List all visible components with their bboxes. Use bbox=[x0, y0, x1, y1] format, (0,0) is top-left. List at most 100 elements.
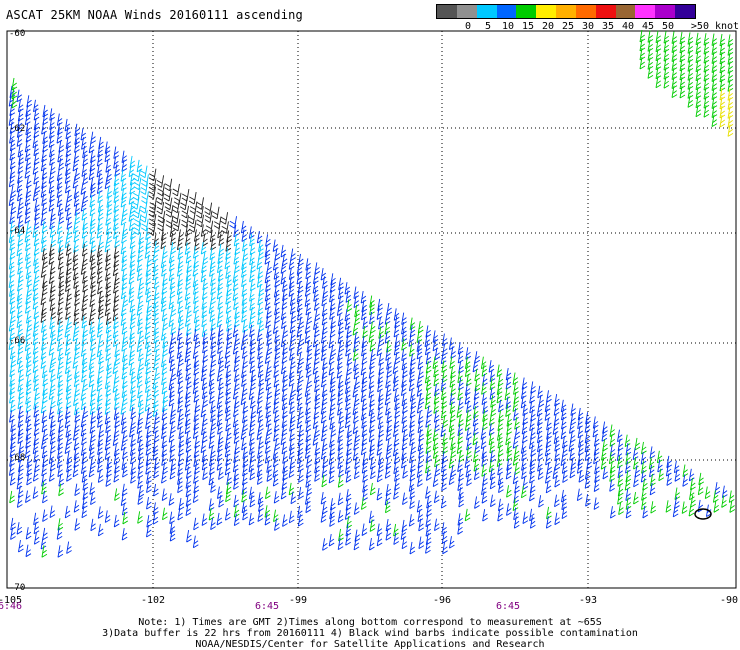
wind-barb bbox=[679, 85, 686, 99]
wind-barb bbox=[264, 451, 271, 464]
wind-barb bbox=[593, 497, 600, 510]
wind-barb bbox=[655, 39, 662, 53]
wind-barb bbox=[682, 464, 689, 477]
wind-barb bbox=[288, 510, 295, 524]
wind-barb bbox=[200, 269, 207, 283]
wind-barb bbox=[729, 500, 736, 513]
wind-barb bbox=[265, 486, 271, 500]
wind-barb bbox=[48, 171, 55, 184]
wind-barb bbox=[140, 182, 148, 195]
wind-barb bbox=[89, 195, 96, 208]
wind-barb bbox=[210, 400, 216, 414]
wind-barb bbox=[304, 284, 311, 297]
wind-barb bbox=[601, 448, 607, 461]
wind-barb bbox=[33, 108, 40, 121]
wind-barb bbox=[225, 489, 231, 503]
wind-barb bbox=[177, 371, 184, 385]
wind-barb bbox=[216, 512, 223, 526]
wind-barb bbox=[506, 503, 512, 516]
wind-barb bbox=[703, 51, 710, 64]
wind-barb bbox=[703, 42, 710, 55]
wind-barb bbox=[232, 278, 239, 292]
wind-barb bbox=[133, 205, 141, 219]
wind-barb bbox=[297, 514, 304, 527]
wind-barb bbox=[89, 203, 96, 217]
wind-barb bbox=[10, 185, 17, 199]
wind-barb bbox=[257, 455, 263, 468]
wind-barb bbox=[305, 358, 312, 371]
wind-barb bbox=[201, 297, 208, 310]
wind-barb bbox=[368, 376, 375, 389]
wind-barb bbox=[719, 60, 726, 74]
wind-barb bbox=[73, 186, 80, 199]
wind-barb bbox=[73, 438, 80, 451]
wind-barb bbox=[66, 253, 72, 267]
wind-barb bbox=[496, 428, 503, 441]
legend-swatch-9 bbox=[615, 5, 636, 18]
wind-barb bbox=[148, 223, 156, 236]
wind-barb bbox=[208, 507, 215, 521]
wind-barb bbox=[353, 411, 359, 424]
wind-barb bbox=[368, 366, 375, 379]
legend-swatch-0 bbox=[437, 5, 457, 18]
wind-barb bbox=[17, 334, 24, 347]
wind-barb bbox=[202, 233, 209, 247]
wind-barb bbox=[481, 491, 488, 504]
wind-barb bbox=[434, 518, 440, 532]
wind-barb bbox=[168, 394, 175, 407]
wind-barb bbox=[145, 290, 152, 303]
wind-barb bbox=[225, 239, 232, 252]
wind-barb bbox=[74, 483, 81, 497]
wind-barb bbox=[57, 348, 64, 361]
wind-barb bbox=[25, 364, 32, 377]
wind-barb bbox=[256, 427, 263, 441]
wind-barb bbox=[376, 487, 383, 501]
wind-barb bbox=[679, 76, 686, 90]
wind-barb bbox=[282, 279, 288, 292]
wind-barb bbox=[537, 385, 544, 399]
wind-barb bbox=[149, 197, 157, 210]
wind-barb bbox=[474, 496, 480, 509]
wind-barb bbox=[49, 108, 55, 121]
wind-barb bbox=[187, 211, 196, 225]
legend-label-0: 0 bbox=[464, 21, 472, 32]
wind-barb bbox=[560, 426, 567, 440]
wind-barb bbox=[441, 468, 448, 482]
wind-barb bbox=[425, 514, 432, 528]
wind-barb bbox=[40, 347, 47, 360]
wind-barb bbox=[711, 33, 718, 46]
wind-barb bbox=[663, 49, 670, 62]
wind-barb bbox=[296, 299, 303, 312]
wind-barb bbox=[672, 504, 679, 518]
wind-barb bbox=[521, 458, 527, 471]
wind-barb bbox=[562, 470, 568, 483]
wind-barb bbox=[520, 395, 527, 409]
lat-label-66: -66 bbox=[9, 336, 25, 346]
wind-barb bbox=[178, 354, 184, 367]
wind-barb bbox=[448, 337, 455, 350]
wind-barb bbox=[120, 195, 127, 208]
wind-barb bbox=[113, 182, 119, 195]
wind-barb bbox=[113, 146, 120, 159]
wind-barb bbox=[41, 445, 48, 459]
wind-barb bbox=[185, 277, 191, 290]
wind-barb bbox=[169, 277, 176, 290]
wind-barb bbox=[169, 529, 176, 542]
wind-barb bbox=[362, 480, 368, 493]
wind-barb bbox=[304, 492, 311, 505]
wind-barb bbox=[489, 369, 496, 383]
wind-barb bbox=[304, 321, 311, 334]
wind-barb bbox=[554, 439, 561, 452]
wind-barb bbox=[181, 188, 190, 202]
wind-barb bbox=[521, 422, 528, 435]
wind-barb bbox=[266, 333, 272, 347]
wind-barb bbox=[337, 348, 343, 362]
wind-barb bbox=[121, 150, 128, 164]
wind-barb bbox=[345, 335, 352, 348]
wind-barb bbox=[249, 289, 255, 302]
wind-barb bbox=[384, 322, 391, 335]
wind-barb bbox=[25, 544, 32, 558]
wind-barb bbox=[80, 414, 87, 428]
wind-barb bbox=[177, 507, 184, 521]
longitude-labels: -105 -102 -99 -96 -93 -90 bbox=[0, 595, 738, 606]
